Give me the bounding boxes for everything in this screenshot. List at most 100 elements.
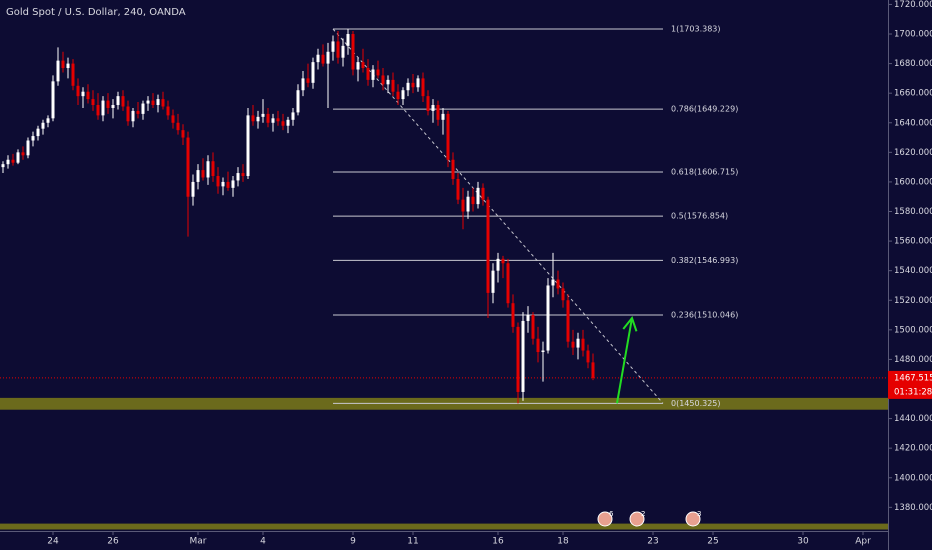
candle-body — [346, 34, 350, 46]
candle-body — [86, 91, 90, 100]
last-price-label: 1467.515 — [894, 373, 932, 383]
candle-body — [16, 152, 20, 163]
candle-body — [256, 116, 260, 122]
candle-body — [141, 103, 145, 114]
candle-body — [426, 96, 430, 111]
candle-body — [216, 176, 220, 187]
candle-body — [286, 119, 290, 126]
y-tick-label: 1400.000 — [894, 473, 932, 483]
candle-body — [236, 173, 240, 181]
candle-body — [411, 82, 415, 88]
fib-label: 0.618(1606.715) — [671, 167, 738, 176]
candle-body — [406, 82, 410, 91]
candle-body — [326, 51, 330, 64]
candle-body — [301, 78, 305, 91]
candle-body — [211, 161, 215, 177]
candle-body — [576, 338, 580, 348]
candle-body — [586, 350, 590, 363]
candle-body — [451, 159, 455, 179]
candle-body — [521, 320, 525, 392]
candle-body — [416, 78, 420, 88]
candle-body — [276, 118, 280, 122]
candle-body — [336, 41, 340, 58]
candle-body — [291, 112, 295, 120]
x-tick-label: Apr — [855, 537, 871, 547]
y-tick-label: 1560.000 — [894, 237, 932, 247]
fib-label: 0.236(1510.046) — [671, 310, 738, 319]
candle-body — [456, 178, 460, 200]
candle-body — [271, 118, 275, 123]
candle-body — [571, 341, 575, 348]
candle-body — [561, 288, 565, 301]
candle-body — [296, 90, 300, 113]
x-tick-label: Mar — [190, 537, 207, 547]
fib-label: 0.382(1546.993) — [671, 256, 738, 265]
candle-body — [311, 62, 315, 83]
candle-body — [96, 105, 100, 116]
candle-body — [421, 78, 425, 97]
y-tick-label: 1380.000 — [894, 503, 932, 513]
candle-body — [486, 199, 490, 293]
candle-body — [71, 63, 75, 86]
y-tick-label: 1540.000 — [894, 266, 932, 276]
candle-body — [21, 152, 25, 156]
candle-body — [581, 338, 585, 351]
candle-body — [476, 187, 480, 205]
fib-label: 0.5(1576.854) — [671, 212, 728, 221]
candle-body — [111, 105, 115, 108]
x-tick-label: 11 — [407, 537, 418, 547]
candle-body — [186, 137, 190, 197]
candle-body — [526, 315, 530, 321]
candle-body — [161, 99, 165, 107]
arrow-head — [622, 315, 638, 332]
candle-body — [11, 159, 15, 163]
x-tick-label: 4 — [260, 537, 266, 547]
candle-body — [446, 113, 450, 160]
x-tick-label: 24 — [47, 537, 59, 547]
candle-body — [381, 75, 385, 85]
candle-body — [66, 63, 70, 69]
candle-body — [391, 79, 395, 92]
candle-body — [6, 159, 10, 165]
candle-body — [281, 121, 285, 126]
candle-body — [361, 62, 365, 69]
countdown-label: 01:31:28 — [894, 387, 932, 397]
candle-body — [176, 122, 180, 131]
candle-body — [566, 300, 570, 342]
candle-body — [431, 105, 435, 111]
event-label: 6 — [609, 510, 614, 518]
event-label: 2 — [641, 510, 645, 518]
y-tick-label: 1700.000 — [894, 30, 932, 40]
y-tick-label: 1680.000 — [894, 59, 932, 69]
event-icon — [685, 511, 701, 527]
candle-body — [541, 350, 545, 353]
candle-body — [126, 106, 130, 122]
y-tick-label: 1440.000 — [894, 414, 932, 424]
y-tick-label: 1520.000 — [894, 296, 932, 306]
x-tick-label: 26 — [107, 537, 119, 547]
candle-body — [101, 100, 105, 116]
candle-body — [471, 196, 475, 205]
candle-body — [226, 181, 230, 188]
y-tick-label: 1720.000 — [894, 0, 932, 10]
candle-body — [36, 128, 40, 137]
x-tick-label: 16 — [492, 537, 504, 547]
candle-body — [366, 68, 370, 80]
candle-body — [171, 115, 175, 123]
candle-body — [531, 315, 535, 339]
y-tick-label: 1600.000 — [894, 177, 932, 187]
candle-body — [61, 60, 65, 69]
candle-body — [31, 136, 35, 141]
candle-body — [1, 164, 5, 168]
fib-label: 0.786(1649.229) — [671, 105, 738, 114]
candle-body — [356, 62, 360, 70]
candle-body — [466, 196, 470, 212]
x-tick-label: 25 — [707, 537, 718, 547]
candle-body — [106, 100, 110, 108]
candle-body — [321, 54, 325, 64]
y-tick-label: 1500.000 — [894, 325, 932, 335]
candle-body — [251, 115, 255, 122]
candle-body — [241, 173, 245, 177]
candle-body — [201, 170, 205, 178]
candle-body — [261, 113, 265, 117]
